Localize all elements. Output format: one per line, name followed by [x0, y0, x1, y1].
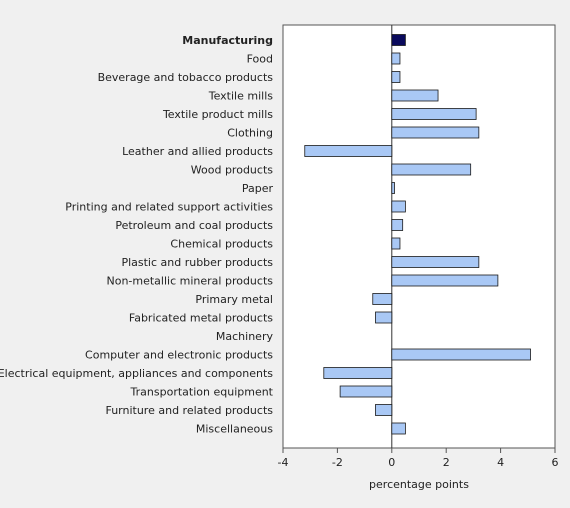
category-label: Textile mills: [208, 90, 274, 103]
category-label: Machinery: [216, 330, 274, 343]
category-label: Miscellaneous: [196, 423, 273, 436]
bar: [323, 367, 393, 379]
x-tick-label: 6: [552, 456, 559, 469]
x-axis-title: percentage points: [369, 478, 469, 491]
category-label: Primary metal: [195, 293, 273, 306]
bar: [391, 256, 480, 268]
bar: [391, 274, 499, 287]
bar: [391, 52, 401, 65]
category-label: Plastic and rubber products: [121, 256, 273, 269]
category-label: Paper: [242, 182, 274, 195]
bar: [375, 311, 393, 324]
category-label: Manufacturing: [182, 34, 273, 47]
bar: [391, 348, 531, 361]
category-label: Non-metallic mineral products: [106, 275, 273, 288]
bar: [391, 219, 404, 231]
category-label: Petroleum and coal products: [115, 219, 273, 232]
bar: [391, 71, 401, 83]
category-label: Leather and allied products: [122, 145, 273, 158]
category-label: Transportation equipment: [130, 386, 274, 399]
category-label: Furniture and related products: [105, 404, 273, 417]
bar: [391, 163, 472, 176]
bar: [391, 182, 395, 194]
bar: [391, 200, 406, 213]
category-label: Textile product mills: [162, 108, 273, 121]
plot-area: [282, 24, 556, 449]
x-tick-label: -4: [278, 456, 289, 469]
bar: [372, 293, 393, 305]
x-tick-label: 0: [388, 456, 395, 469]
bar: [304, 145, 393, 157]
bar: [391, 237, 401, 250]
bar: [391, 34, 406, 46]
category-label: Chemical products: [170, 238, 273, 251]
bar: [375, 404, 393, 416]
category-label: Fabricated metal products: [129, 312, 273, 325]
bar: [391, 422, 406, 435]
category-label: Printing and related support activities: [65, 201, 273, 214]
bar: [339, 385, 393, 398]
category-label: Beverage and tobacco products: [98, 71, 274, 84]
category-label: Electrical equipment, appliances and com…: [0, 367, 273, 380]
bar: [391, 89, 439, 102]
x-tick-label: 4: [497, 456, 504, 469]
category-label: Wood products: [191, 164, 273, 177]
x-tick-label: 2: [443, 456, 450, 469]
bar: [391, 126, 480, 139]
category-label: Computer and electronic products: [85, 349, 273, 362]
x-tick-label: -2: [332, 456, 343, 469]
bar: [391, 108, 477, 120]
category-label: Clothing: [227, 127, 273, 140]
category-label: Food: [247, 53, 273, 66]
